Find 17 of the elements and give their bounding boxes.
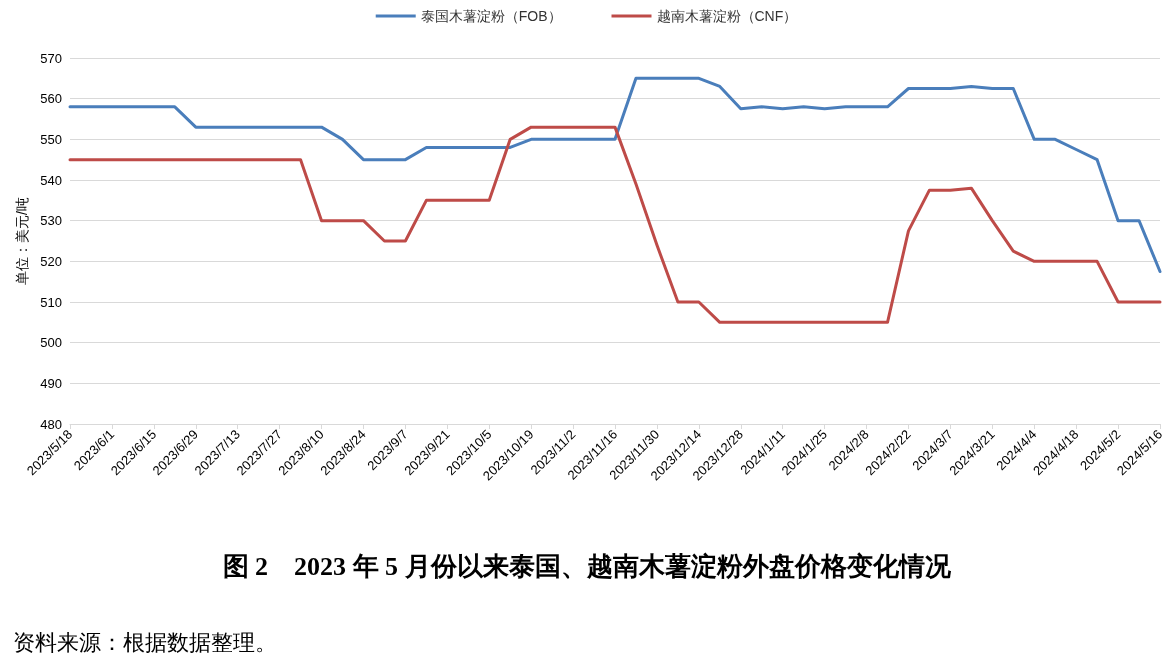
text: 资料来源：根据数据整理。 xyxy=(13,629,277,655)
y-tick-label: 510 xyxy=(40,294,62,310)
text: 图 2 2023 年 5 月份以来泰国、越南木薯淀粉外盘价格变化情况 xyxy=(222,551,952,581)
legend-label: 越南木薯淀粉（CNF） xyxy=(656,8,798,24)
y-tick-label: 570 xyxy=(40,50,62,66)
y-tick-label: 490 xyxy=(40,375,62,391)
y-tick-label: 480 xyxy=(40,416,62,432)
y-axis-title: 单位：美元/吨 xyxy=(14,197,31,285)
y-tick-label: 540 xyxy=(40,172,62,188)
y-tick-label: 520 xyxy=(40,253,62,269)
y-tick-label: 560 xyxy=(40,91,62,107)
y-tick-label: 500 xyxy=(40,335,62,351)
line-series xyxy=(68,125,1162,324)
y-tick-label: 550 xyxy=(40,131,62,147)
line-series xyxy=(68,76,1162,273)
y-tick-label: 530 xyxy=(40,213,62,229)
legend-label: 泰国木薯淀粉（FOB） xyxy=(420,8,562,24)
